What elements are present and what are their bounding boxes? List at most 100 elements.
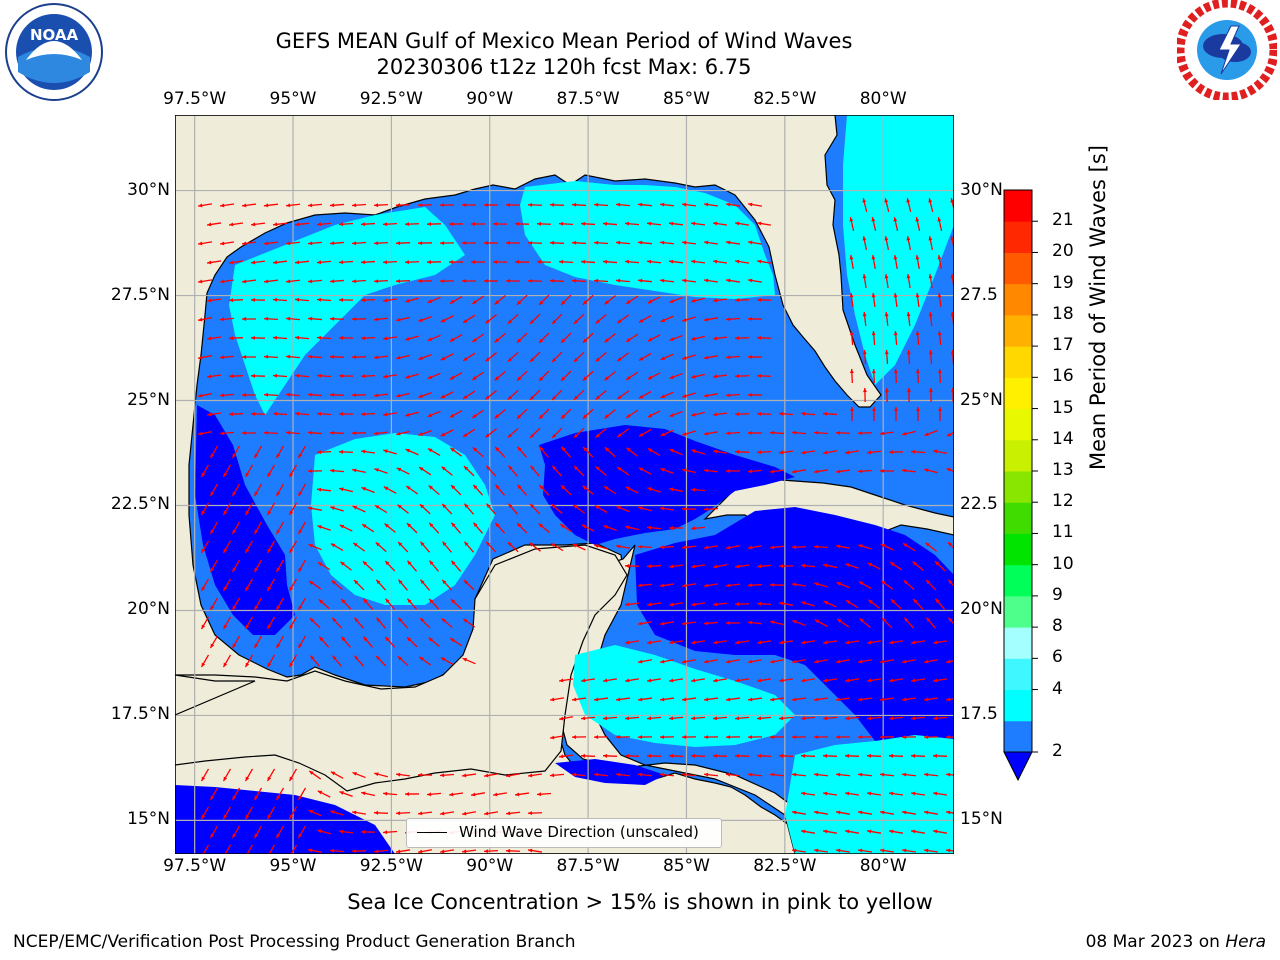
wind-arrow xyxy=(198,431,212,436)
wind-arrow xyxy=(756,678,772,683)
wind-arrow xyxy=(756,221,772,226)
wind-arrow xyxy=(228,336,244,341)
map-canvas xyxy=(174,114,955,855)
wind-arrow xyxy=(659,545,675,550)
wind-arrow xyxy=(813,544,829,549)
wind-arrow xyxy=(527,278,543,283)
wind-arrow xyxy=(485,428,497,438)
wind-arrow xyxy=(615,697,631,702)
wind-arrow xyxy=(353,655,365,667)
wind-arrow xyxy=(560,370,572,382)
wind-arrow xyxy=(275,635,285,649)
wind-arrow xyxy=(494,522,506,534)
wind-arrow xyxy=(516,370,528,382)
wind-arrow xyxy=(428,598,440,610)
wind-arrow xyxy=(427,296,441,304)
wind-arrow xyxy=(646,221,662,226)
wind-arrow xyxy=(471,295,485,305)
wind-arrow xyxy=(946,467,954,473)
wind-arrow xyxy=(849,217,855,231)
wind-arrow xyxy=(516,522,528,534)
wind-arrow xyxy=(222,768,232,782)
wind-arrow xyxy=(285,279,301,284)
wind-arrow xyxy=(351,810,367,815)
wind-arrow xyxy=(429,560,439,572)
wind-arrow xyxy=(844,791,860,796)
wind-arrow xyxy=(928,387,933,403)
wind-arrow xyxy=(383,486,397,494)
wind-arrow xyxy=(494,409,506,419)
wind-arrow xyxy=(681,240,697,245)
x-tick-label: 97.5°W xyxy=(163,856,227,876)
wind-arrow xyxy=(404,222,420,227)
wind-arrow xyxy=(417,849,433,854)
wind-arrow xyxy=(647,410,661,418)
wind-arrow xyxy=(778,640,794,645)
wind-arrow xyxy=(910,791,926,796)
wind-arrow xyxy=(294,260,310,265)
wind-arrow xyxy=(219,393,235,398)
wind-arrow xyxy=(791,697,807,702)
wind-arrow xyxy=(857,772,873,777)
colorbar-label: Mean Period of Wind Waves [s] xyxy=(1086,145,1110,470)
noaa-logo-text: NOAA xyxy=(30,26,79,44)
wind-arrow xyxy=(857,469,873,474)
wind-arrow xyxy=(747,620,763,625)
wind-arrow xyxy=(637,583,653,588)
wind-arrow xyxy=(266,768,276,782)
wind-arrow xyxy=(593,735,609,740)
wind-arrow xyxy=(638,506,652,512)
wind-arrow xyxy=(769,430,785,435)
wind-arrow xyxy=(527,240,543,245)
wind-arrow xyxy=(615,240,631,245)
wind-arrow xyxy=(485,465,497,477)
wind-arrow xyxy=(747,355,763,359)
wind-arrow xyxy=(253,521,263,535)
wind-arrow xyxy=(441,503,453,515)
wind-arrow xyxy=(263,430,279,435)
wind-arrow xyxy=(791,810,807,815)
wind-arrow xyxy=(669,487,683,492)
wind-arrow xyxy=(625,409,639,419)
wind-arrow xyxy=(417,279,433,284)
wind-arrow xyxy=(690,564,706,569)
wind-arrow xyxy=(200,768,210,782)
wind-arrow xyxy=(209,483,219,497)
wind-arrow xyxy=(375,541,387,553)
wind-arrow xyxy=(849,292,854,308)
wind-arrow xyxy=(571,772,587,777)
wind-arrow xyxy=(294,335,310,340)
wind-arrow xyxy=(200,578,210,592)
wind-arrow xyxy=(910,716,926,721)
wind-arrow xyxy=(871,292,876,308)
wind-arrow xyxy=(263,392,279,397)
wind-arrow xyxy=(638,428,652,438)
wind-arrow xyxy=(946,431,954,437)
y-tick-label: 17.5 xyxy=(960,704,998,725)
wind-arrow xyxy=(937,292,942,308)
wind-arrow xyxy=(756,450,772,455)
wind-arrow xyxy=(647,372,661,380)
wind-arrow xyxy=(439,773,455,778)
wind-arrow xyxy=(690,640,706,645)
wind-arrow xyxy=(703,772,719,777)
wind-arrow xyxy=(527,811,543,816)
wind-arrow xyxy=(427,334,441,342)
wind-arrow xyxy=(383,449,397,455)
wind-arrow xyxy=(294,373,310,378)
wind-arrow xyxy=(725,431,741,436)
wind-arrow xyxy=(747,317,763,321)
wind-arrow xyxy=(441,579,453,591)
wind-arrow xyxy=(461,241,477,245)
wind-arrow xyxy=(483,811,499,816)
colorbar-canvas xyxy=(1003,189,1038,782)
wind-arrow xyxy=(669,410,683,418)
wind-arrow xyxy=(351,317,367,322)
wind-arrow xyxy=(703,697,719,702)
wind-arrow xyxy=(505,202,521,207)
wind-arrow xyxy=(266,540,276,554)
wind-arrow xyxy=(397,579,409,591)
wind-arrow xyxy=(351,279,367,284)
x-tick-label: 87.5°W xyxy=(556,856,620,876)
wind-arrow xyxy=(646,640,662,645)
